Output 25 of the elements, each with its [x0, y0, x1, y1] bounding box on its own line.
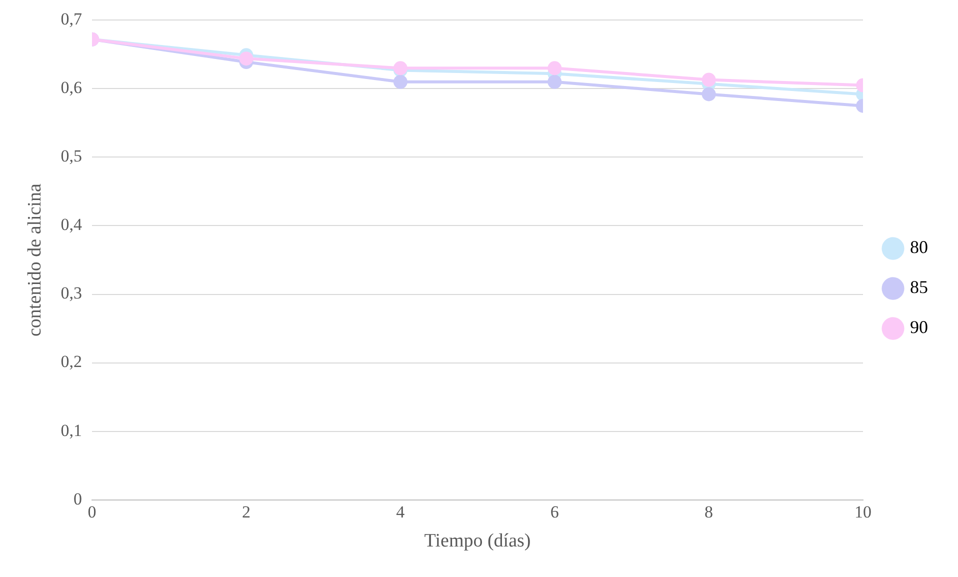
point — [548, 61, 562, 76]
legend-label: 80 — [910, 237, 928, 258]
y-tick-label: 0,3 — [60, 284, 82, 303]
legend-label: 85 — [910, 277, 928, 298]
y-tick-label: 0 — [74, 489, 82, 508]
point — [702, 72, 716, 87]
x-tick-label: 2 — [242, 502, 250, 522]
x-tick-label: 4 — [396, 502, 406, 522]
point — [239, 52, 254, 66]
x-tick-label: 6 — [550, 502, 559, 522]
point — [548, 74, 562, 89]
x-tick-label: 0 — [88, 502, 96, 522]
x-tick-label: 10 — [854, 502, 872, 522]
y-tick-label: 0,6 — [60, 78, 82, 98]
y-tick-label: 0,4 — [60, 215, 83, 234]
y-tick-label: 0,2 — [60, 352, 82, 372]
legend-label: 90 — [910, 317, 928, 338]
point — [393, 74, 408, 89]
point — [702, 87, 716, 102]
y-tick-label: 0,1 — [60, 420, 82, 440]
x-tick-label: 8 — [704, 502, 714, 522]
y-tick-label: 0,7 — [60, 10, 83, 29]
y-axis-title: contenido de alicina — [24, 182, 46, 336]
y-tick-label: 0,5 — [60, 146, 82, 166]
x-axis-title: Tiempo (días) — [424, 530, 531, 552]
